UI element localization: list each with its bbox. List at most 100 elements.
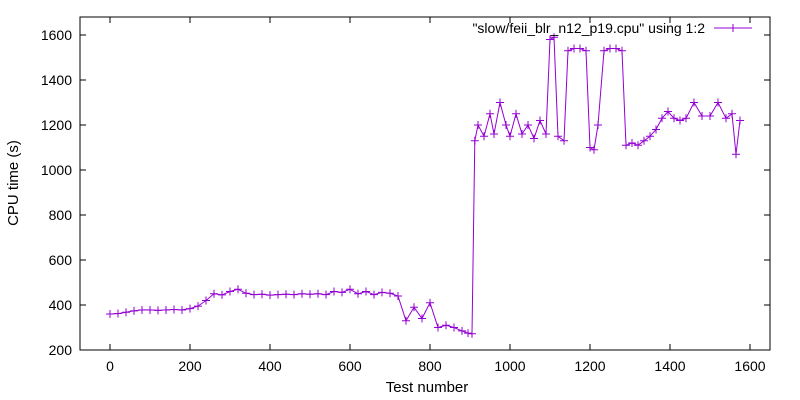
y-tick-label: 200: [49, 342, 73, 358]
data-point: [722, 114, 730, 123]
x-tick-label: 1400: [654, 358, 685, 374]
data-point: [354, 289, 362, 298]
data-point: [486, 109, 494, 118]
x-tick-label: 0: [106, 358, 114, 374]
data-point: [506, 132, 514, 141]
data-point: [226, 287, 234, 296]
data-point: [690, 98, 698, 107]
data-point: [242, 289, 250, 298]
data-point: [524, 121, 532, 129]
y-tick-label: 800: [49, 207, 73, 223]
data-point: [464, 329, 472, 338]
data-point: [594, 121, 602, 129]
data-point: [282, 290, 290, 299]
data-point: [362, 287, 370, 296]
data-point: [162, 305, 170, 314]
data-point: [714, 98, 722, 107]
legend-plus-marker: [729, 24, 737, 32]
data-point: [450, 323, 458, 332]
data-point: [186, 304, 194, 313]
data-point: [402, 316, 410, 325]
data-point: [434, 323, 442, 332]
data-point: [600, 46, 608, 55]
data-point: [250, 290, 258, 299]
data-point: [728, 109, 736, 118]
data-point: [322, 290, 330, 299]
data-point: [736, 116, 744, 125]
data-point: [622, 141, 630, 150]
data-point: [154, 306, 162, 315]
data-point: [194, 302, 202, 311]
data-point: [612, 44, 620, 53]
data-point: [426, 298, 434, 307]
data-point: [706, 112, 714, 120]
data-point: [306, 290, 314, 299]
y-tick-label: 600: [49, 252, 73, 268]
x-tick-label: 1600: [734, 358, 765, 374]
data-point: [138, 305, 146, 314]
data-point: [542, 130, 550, 138]
x-tick-label: 600: [338, 358, 362, 374]
data-point: [410, 303, 418, 312]
x-tick-label: 400: [258, 358, 282, 374]
data-point: [646, 132, 654, 141]
data-point: [266, 291, 274, 300]
y-tick-label: 1600: [41, 27, 72, 43]
data-point: [298, 289, 306, 298]
legend-marker: [729, 24, 737, 32]
y-tick-label: 1200: [41, 117, 72, 133]
data-point: [590, 145, 598, 154]
x-tick-label: 1200: [574, 358, 605, 374]
data-point: [618, 46, 626, 55]
data-point: [386, 289, 394, 298]
data-point: [370, 290, 378, 299]
data-point: [628, 139, 636, 147]
x-tick-label: 200: [178, 358, 202, 374]
data-point: [218, 290, 226, 299]
data-point: [518, 130, 526, 138]
data-point: [202, 296, 210, 305]
data-point: [210, 289, 218, 298]
data-point: [546, 35, 554, 44]
x-axis-ticks: 0 200 400 600 800 1000 1200 1400 1600: [106, 17, 766, 374]
data-point: [554, 132, 562, 141]
x-axis-label: Test number: [386, 379, 469, 396]
data-point: [122, 308, 130, 317]
series-line: [109, 36, 741, 335]
data-point: [564, 46, 572, 55]
data-point: [670, 114, 678, 123]
data-point: [470, 136, 479, 145]
series-layer: [106, 33, 744, 338]
data-point: [640, 136, 648, 145]
legend: "slow/feii_blr_n12_p19.cpu" using 1:2: [472, 20, 752, 36]
data-point: [346, 285, 354, 294]
data-point: [474, 121, 482, 129]
data-point: [314, 289, 322, 298]
data-point: [586, 143, 594, 152]
data-point: [178, 305, 186, 314]
y-axis-label: CPU time (s): [5, 140, 22, 226]
data-point: [652, 125, 660, 134]
data-point: [146, 305, 154, 314]
data-point: [274, 290, 282, 299]
y-axis-ticks: 200 400 600 800 1000 1200 1400 1600: [41, 27, 770, 358]
x-tick-label: 800: [418, 358, 442, 374]
data-point: [698, 112, 706, 120]
data-point: [290, 290, 298, 299]
data-point: [338, 288, 346, 297]
data-point: [560, 136, 568, 145]
data-point: [512, 109, 520, 118]
data-point: [658, 114, 666, 123]
data-point: [676, 116, 684, 125]
data-point: [682, 114, 690, 123]
data-point: [664, 107, 672, 116]
data-point: [394, 292, 402, 300]
data-point: [468, 329, 476, 338]
data-point: [536, 116, 544, 125]
data-point: [330, 287, 338, 296]
y-tick-label: 1400: [41, 72, 72, 88]
y-tick-label: 400: [49, 297, 73, 313]
data-point: [114, 309, 122, 318]
data-point: [480, 132, 488, 141]
